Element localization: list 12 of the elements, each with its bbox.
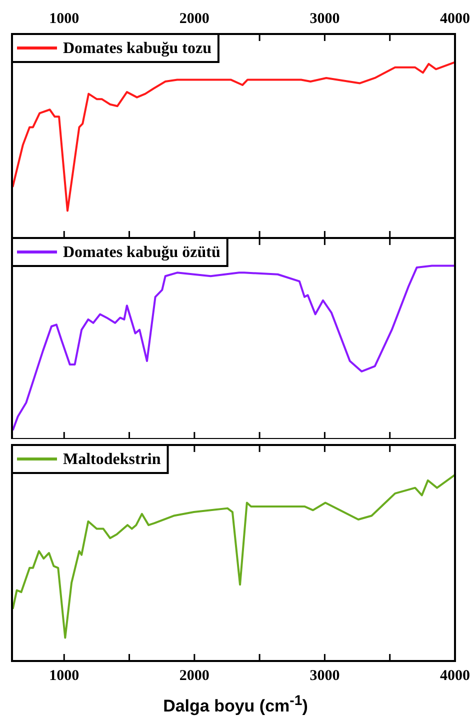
x-tick-label: 3000 <box>310 668 340 684</box>
x-tick-label: 4000 <box>440 668 470 684</box>
x-axis-title: Dalga boyu (cm$^{-1}$) <box>162 693 309 717</box>
series-label: Domates kabuğu özütü <box>63 244 220 262</box>
x-tick-label: 1000 <box>49 10 80 27</box>
x-tick-label: 1000 <box>49 668 80 684</box>
x-tick-label: 3000 <box>310 10 340 27</box>
legend-label: Domates kabuğu tozu <box>63 40 212 58</box>
x-tick-label: 2000 <box>179 10 210 27</box>
x-tick-label: 4000 <box>440 10 470 27</box>
text: Maltodekstrin <box>63 451 161 468</box>
x-tick-label: 2000 <box>179 668 210 684</box>
